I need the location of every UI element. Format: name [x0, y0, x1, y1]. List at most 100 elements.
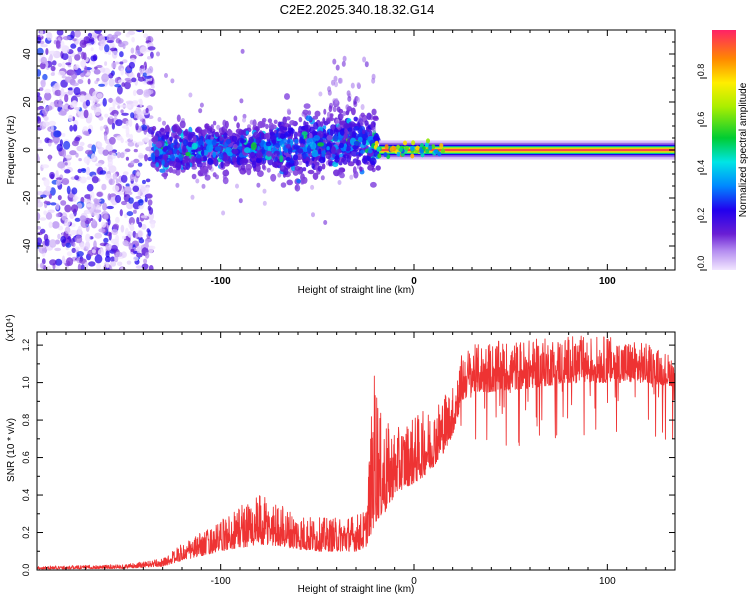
spectrogram-signal-blob [152, 135, 159, 143]
spectrogram-noise-blob [64, 226, 71, 234]
spectrogram-noise-blob [96, 93, 103, 99]
spectrogram-noise-blob [120, 109, 124, 114]
spectrogram-signal-blob [154, 149, 160, 158]
spectrogram-noise-blob [119, 104, 127, 108]
spectrogram-signal-blob [264, 132, 270, 139]
spectrogram-signal-blob [322, 117, 326, 124]
spectrogram-noise-blob [66, 257, 74, 266]
spectrogram-signal-blob [162, 146, 167, 153]
spectrogram-signal-blob [339, 172, 345, 179]
spectrogram-signal-blob [260, 132, 265, 140]
spectrogram-noise-blob [140, 186, 146, 193]
spectrogram-xtick-label: 0 [411, 276, 417, 287]
spectrogram-noise-blob [71, 140, 79, 147]
spectrogram-ytick-label: 0 [22, 147, 33, 153]
spectrogram-faint-blob [221, 210, 226, 216]
spectrogram-faint-blob [157, 117, 162, 122]
spectrogram-signal-blob [293, 154, 298, 161]
spectrogram-noise-blob [111, 34, 118, 39]
spectrogram-noise-blob [85, 241, 91, 250]
spectrogram-signal-blob [206, 125, 213, 131]
spectrogram-noise-blob [137, 230, 143, 238]
spectrogram-noise-blob [46, 265, 51, 270]
spectrogram-faint-blob [347, 95, 352, 102]
spectrogram-noise-blob [80, 243, 85, 250]
spectrogram-signal-blob [212, 120, 217, 126]
spectrogram-noise-blob [110, 256, 115, 263]
spectrogram-faint-blob [175, 182, 180, 188]
spectrogram-noise-blob [64, 154, 73, 159]
spectrogram-signal-blob [338, 108, 344, 114]
spectrogram-signal-blob [292, 169, 299, 176]
spectrogram-signal-blob [214, 146, 221, 152]
spectrogram-noise-blob [50, 72, 55, 76]
spectrogram-noise-blob [80, 72, 85, 77]
snr-ytick-label: 1.2 [21, 339, 31, 352]
spectrogram-signal-blob [351, 131, 357, 139]
spectrogram-noise-blob [145, 178, 151, 183]
spectrogram-xtick-label: -100 [211, 276, 231, 287]
spectrogram-noise-blob [113, 113, 118, 118]
spectrogram-noise-blob [99, 170, 107, 175]
spectrogram-signal-blob [231, 148, 239, 155]
spectrogram-noise-blob [49, 171, 55, 179]
spectrogram-noise-blob [91, 98, 96, 106]
snr-axes: -100 0 100 0.0 0.2 0.4 0.6 0.8 1.0 1.2 [21, 332, 675, 587]
spectrogram-noise-blob [72, 242, 76, 248]
spectrogram-noise-blob [125, 120, 129, 127]
spectrogram-signal-blob [353, 140, 360, 146]
spectrogram-faint-blob [331, 79, 335, 86]
spectrogram-signal-blob [351, 107, 356, 116]
colorbar-tick-label: 0.0 [696, 256, 706, 269]
spectrogram-noise-blob [125, 126, 130, 136]
spectrogram-ytick-label: -40 [22, 238, 33, 253]
spectrogram-noise-blob [141, 223, 147, 230]
spectrogram-signal-blob [195, 158, 202, 165]
spectrogram-faint-blob [323, 220, 328, 225]
spectrogram-noise-blob [133, 148, 138, 153]
spectrogram-noise-blob [138, 238, 145, 244]
spectrogram-faint-blob [326, 111, 331, 118]
spectrogram-noise-blob [144, 75, 152, 79]
spectrogram-noise-blob [77, 225, 83, 235]
spectrogram-noise-blob [61, 133, 66, 137]
spectrogram-signal-blob [265, 141, 272, 147]
spectrogram-noise-blob [60, 235, 67, 244]
spectrogram-faint-blob [334, 81, 338, 88]
spectrogram-noise-blob [76, 145, 84, 152]
spectrogram-noise-blob [74, 136, 81, 142]
spectrogram-noise-blob [50, 65, 56, 72]
spectrogram-faint-blob [262, 188, 267, 194]
spectrogram-faint-blob [262, 200, 267, 206]
spectrogram-signal-blob [312, 172, 319, 180]
spectrogram-noise-blob [127, 231, 132, 238]
spectrogram-noise-blob [142, 179, 146, 185]
spectrogram-faint-blob [216, 124, 221, 130]
spectrogram-noise-blob [81, 168, 87, 173]
spectrogram-noise-blob [55, 179, 62, 186]
spectrogram-signal-blob [245, 163, 252, 171]
spectrogram-faint-blob [360, 104, 365, 110]
spectrogram-signal-blob [283, 123, 290, 128]
spectrogram-faint-blob [242, 113, 247, 119]
spectrogram-noise-blob [115, 234, 120, 243]
spectrogram-signal-blob [364, 120, 369, 126]
spectrogram-signal-blob [410, 146, 415, 151]
spectrogram-signal-blob [352, 144, 359, 150]
spectrogram-signal-blob [360, 112, 365, 118]
spectrogram-noise-blob [112, 99, 116, 108]
spectrogram-noise-blob [63, 140, 71, 150]
spectrogram-noise-blob [119, 152, 125, 159]
spectrogram-noise-blob [43, 178, 50, 187]
spectrogram-noise-blob [85, 166, 91, 176]
spectrogram-noise-blob [106, 205, 114, 210]
spectrogram-signal-blob [345, 146, 351, 152]
spectrogram-noise-blob [76, 251, 84, 257]
spectrogram-noise-blob [52, 60, 57, 66]
snr-ytick-label: 0.4 [21, 489, 31, 502]
spectrogram-noise-blob [144, 240, 149, 249]
spectrogram-noise-blob [80, 264, 85, 270]
spectrogram-noise-blob [90, 191, 95, 201]
spectrogram-signal-blob [159, 168, 166, 173]
spectrogram-noise-blob [106, 40, 114, 44]
